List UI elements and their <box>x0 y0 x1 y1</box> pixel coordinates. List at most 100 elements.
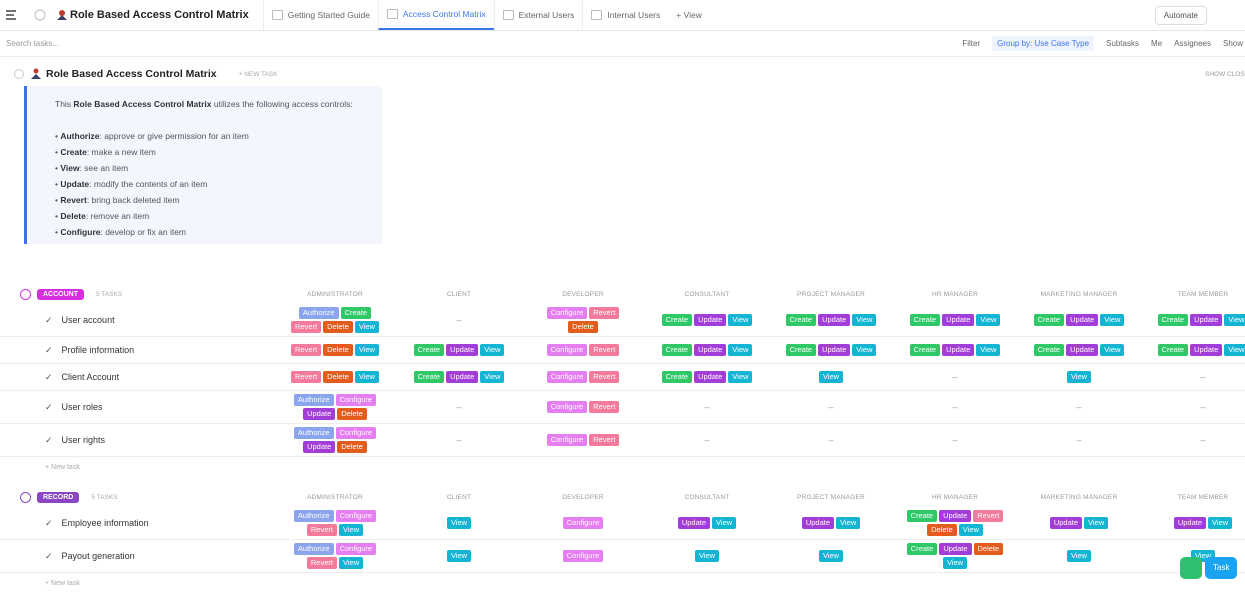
toolbar: Search tasks... Filter Group by: Use Cas… <box>0 31 1245 57</box>
collapse-toggle[interactable] <box>20 491 31 503</box>
me[interactable]: Me <box>1150 39 1163 48</box>
intro-bold: Role Based Access Control Matrix <box>73 99 212 109</box>
description: This Role Based Access Control Matrix ut… <box>24 86 382 244</box>
empty-cell: – <box>952 402 958 412</box>
permission-tag: Create <box>340 307 372 319</box>
empty-cell: – <box>1200 372 1206 382</box>
tab[interactable]: Getting Started Guide <box>262 0 378 30</box>
column-header: MARKETING MANAGER <box>1040 493 1118 501</box>
empty-cell: – <box>704 435 710 445</box>
permission-cell: Create Update View <box>1033 344 1125 356</box>
tab[interactable]: External Users <box>493 0 583 30</box>
permission-cell: Update View <box>1173 517 1233 529</box>
permission-cell: Revert Delete View <box>291 371 379 383</box>
permission-cell: View <box>446 550 472 562</box>
collapse-toggle[interactable] <box>20 288 31 300</box>
show[interactable]: Show <box>1223 39 1244 48</box>
group-by[interactable]: Group by: Use Case Type <box>992 36 1095 51</box>
access-term: Create <box>60 147 87 157</box>
new-task[interactable]: + NEW TASK <box>238 70 278 78</box>
assignees[interactable]: Assignees <box>1174 39 1211 48</box>
permission-cell: Create Update View <box>1157 314 1245 326</box>
access-item: • Authorize: approve or give permission … <box>55 131 249 141</box>
task-row[interactable]: ✓ User roles Authorize Configure Update Delet… <box>0 391 1245 424</box>
permission-tag: Update <box>303 441 336 453</box>
permission-tag: View <box>1066 371 1092 383</box>
permission-tag: View <box>354 321 379 333</box>
permission-cell: Update View <box>801 517 861 529</box>
list-header: Role Based Access Control Matrix + NEW T… <box>14 67 1245 81</box>
new-task-link[interactable]: + New task <box>45 580 80 587</box>
column-header: PROJECT MANAGER <box>797 493 865 501</box>
filter[interactable]: Filter <box>962 39 981 48</box>
column-header: CONSULTANT <box>684 493 730 501</box>
permission-tag: Create <box>906 543 938 555</box>
column-header: MARKETING MANAGER <box>1040 290 1118 298</box>
permission-tag: Revert <box>589 307 620 319</box>
timer-button[interactable] <box>1180 557 1202 579</box>
permission-tag: Update <box>1173 517 1207 529</box>
intro-text: utilizes the following access controls: <box>211 99 353 109</box>
permission-tag: Update <box>694 371 727 383</box>
access-text: : make a new item <box>86 147 156 157</box>
task-row[interactable]: ✓ User rights Authorize Configure Update Dele… <box>0 424 1245 457</box>
permission-tag: Update <box>1066 314 1099 326</box>
access-item: • Configure: develop or fix an item <box>55 227 186 237</box>
automate-button[interactable]: Automate <box>1154 5 1207 25</box>
permission-tag: Configure <box>546 344 588 356</box>
tab[interactable]: Access Control Matrix <box>377 0 494 30</box>
task-name-cell: ✓ User roles <box>0 402 273 413</box>
tab-icon <box>591 10 603 20</box>
column-header: CONSULTANT <box>684 290 730 298</box>
top-bar: Role Based Access Control Matrix Getting… <box>0 0 1245 31</box>
column-header: ADMINISTRATOR <box>307 290 363 298</box>
task-row[interactable]: ✓ Profile information Revert Delete View Crea… <box>0 337 1245 364</box>
search[interactable]: Search tasks... <box>6 39 59 48</box>
permission-cell: Configure <box>562 550 604 562</box>
permission-cell: View <box>818 371 844 383</box>
permission-tag: Revert <box>589 371 620 383</box>
permission-cell: – <box>1200 402 1205 412</box>
intro-text: This <box>55 99 74 109</box>
permission-tag: View <box>1084 517 1109 529</box>
task-row[interactable]: ✓ Payout generation Authorize Configure Reve… <box>0 540 1245 573</box>
permission-cell: View <box>1066 550 1092 562</box>
empty-cell: – <box>828 435 834 445</box>
subtasks[interactable]: Subtasks <box>1106 39 1139 48</box>
column-header: ADMINISTRATOR <box>307 493 363 501</box>
permission-tag: View <box>1066 550 1092 562</box>
task-button[interactable]: Task <box>1205 557 1238 579</box>
access-text: : approve or give permission for an item <box>99 131 249 141</box>
permission-tag: View <box>852 344 877 356</box>
permission-tag: View <box>446 550 472 562</box>
task-name-cell: ✓ Profile information <box>0 345 273 356</box>
show-closed[interactable]: SHOW CLOSED <box>1205 70 1245 78</box>
task-name: User account <box>61 315 115 325</box>
permission-tag: Delete <box>323 371 353 383</box>
permission-cell: – <box>952 372 957 382</box>
group-badge: RECORD <box>37 491 80 503</box>
new-task-link[interactable]: + New task <box>45 464 80 471</box>
permission-cell: Create Update View <box>661 371 753 383</box>
permission-tag: Authorize <box>293 427 334 439</box>
task-row[interactable]: ✓ Employee information Authorize Configure R… <box>0 507 1245 540</box>
group-badge: ACCOUNT <box>37 288 84 300</box>
column-header: PROJECT MANAGER <box>797 290 865 298</box>
task-name: Payout generation <box>61 551 135 561</box>
permission-tag: Delete <box>927 524 957 536</box>
groups: ACCOUNT 5 TASKS ADMINISTRATOR CLIENT DEVELOP… <box>0 286 1245 595</box>
permission-tag: Configure <box>335 427 377 439</box>
task-row[interactable]: ✓ User account Authorize Create Revert Delete… <box>0 304 1245 337</box>
column-header: HR MANAGER <box>931 493 979 501</box>
permission-tag: View <box>958 524 983 536</box>
add-view[interactable]: + View <box>676 10 702 20</box>
task-row[interactable]: ✓ Client Account Revert Delete View Create Upd… <box>0 364 1245 391</box>
permission-tag: Configure <box>335 543 377 555</box>
tab[interactable]: Internal Users <box>582 0 668 30</box>
permission-tag: View <box>728 314 753 326</box>
task-name-cell: ✓ Client Account <box>0 372 273 383</box>
permission-tag: Delete <box>337 441 367 453</box>
permission-cell: Authorize Configure Update Delete <box>283 394 387 420</box>
permission-tag: Configure <box>562 517 604 529</box>
